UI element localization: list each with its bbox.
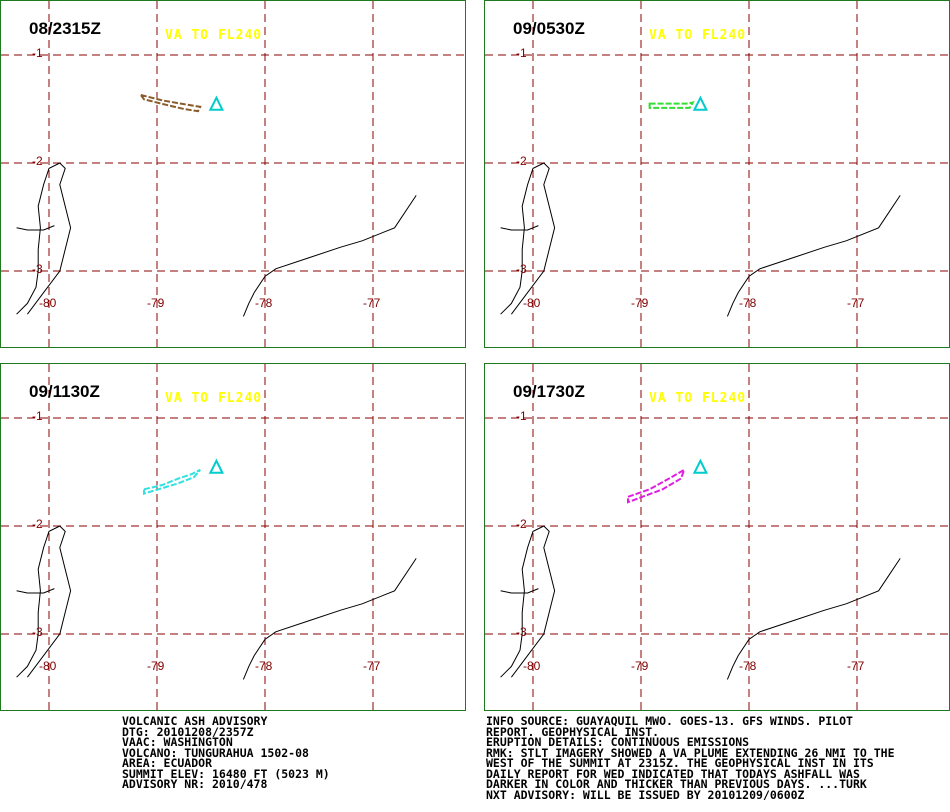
advisory-line: VAAC: WASHINGTON — [122, 735, 233, 749]
advisory-line: DTG: 20101208/2357Z — [122, 724, 254, 739]
border-line — [242, 195, 417, 317]
longitude-label: -78 — [255, 296, 273, 310]
advisory-line: NXT ADVISORY: WILL BE ISSUED BY 20101209… — [486, 787, 805, 802]
advisory-line: DARKER IN COLOR AND THICKER THAN PREVIOU… — [486, 777, 867, 791]
va-altitude-label: VA TO FL240 — [165, 391, 263, 406]
advisory-line: WEST OF THE SUMMIT AT 2315Z. THE GEOPHYS… — [486, 756, 874, 770]
latitude-label: -1 — [32, 46, 43, 60]
ash-plume — [143, 468, 201, 495]
border-line — [726, 195, 901, 317]
advisory-line: REPORT. GEOPHYSICAL INST. — [486, 724, 660, 739]
latitude-label: -1 — [516, 46, 527, 60]
latitude-label: -1 — [516, 409, 527, 423]
longitude-label: -78 — [739, 296, 757, 310]
advisory-line: DAILY REPORT FOR WED INDICATED THAT TODA… — [486, 766, 860, 781]
coastline — [500, 162, 556, 315]
panel-time-label: 08/2315Z — [29, 19, 101, 38]
border-line — [242, 558, 417, 680]
longitude-label: -80 — [523, 296, 541, 310]
latitude-label: -2 — [516, 517, 527, 531]
va-altitude-label: VA TO FL240 — [649, 391, 747, 406]
map-canvas — [1, 1, 467, 349]
map-canvas — [1, 364, 467, 712]
advisory-line: INFO SOURCE: GUAYAQUIL MWO. GOES-13. GFS… — [486, 714, 853, 728]
longitude-label: -79 — [631, 659, 649, 673]
longitude-label: -80 — [523, 659, 541, 673]
longitude-label: -79 — [147, 659, 165, 673]
advisory-line: ADVISORY NR: 2010/478 — [122, 777, 268, 791]
advisory-line: AREA: ECUADOR — [122, 756, 213, 770]
va-altitude-label: VA TO FL240 — [649, 28, 747, 43]
volcano-triangle-icon — [692, 95, 709, 111]
longitude-label: -80 — [39, 296, 57, 310]
map-panel-2: 09/0530Z VA TO FL240 -1 -2 -3 -80 -79 -78 -77 — [484, 0, 950, 349]
panel-time-label: 09/0530Z — [513, 19, 585, 38]
advisory-header-block: VOLCANIC ASH ADVISORY DTG: 20101208/2357… — [122, 716, 472, 790]
advisory-line: RMK: STLT IMAGERY SHOWED A VA PLUME EXTE… — [486, 745, 895, 760]
advisory-details-block: INFO SOURCE: GUAYAQUIL MWO. GOES-13. GFS… — [486, 716, 946, 800]
latitude-label: -3 — [516, 625, 527, 639]
volcano-triangle-icon — [208, 95, 225, 111]
river — [500, 225, 539, 231]
coastline — [16, 525, 72, 678]
map-canvas — [485, 364, 950, 712]
map-panel-3: 09/1130Z VA TO FL240 -1 -2 -3 -80 -79 -78 -77 — [0, 363, 467, 712]
latitude-label: -3 — [516, 262, 527, 276]
river — [16, 588, 55, 594]
border-line — [726, 558, 901, 680]
coastline — [16, 162, 72, 315]
latitude-label: -1 — [32, 409, 43, 423]
advisory-line: SUMMIT ELEV: 16480 FT (5023 M) — [122, 766, 330, 781]
longitude-label: -78 — [739, 659, 757, 673]
coastline — [500, 525, 556, 678]
advisory-line: VOLCANO: TUNGURAHUA 1502-08 — [122, 745, 309, 760]
advisory-line: VOLCANIC ASH ADVISORY — [122, 714, 268, 728]
volcano-triangle-icon — [692, 458, 709, 474]
panel-time-label: 09/1730Z — [513, 382, 585, 401]
map-panel-1: 08/2315Z VA TO FL240 -1 -2 -3 -80 -79 -78 -77 — [0, 0, 467, 349]
advisory-line: ERUPTION DETAILS: CONTINUOUS EMISSIONS — [486, 735, 750, 749]
latitude-label: -2 — [32, 154, 43, 168]
longitude-label: -77 — [847, 296, 865, 310]
latitude-label: -2 — [516, 154, 527, 168]
map-panel-4: 09/1730Z VA TO FL240 -1 -2 -3 -80 -79 -78 -77 — [484, 363, 950, 712]
latitude-label: -3 — [32, 625, 43, 639]
river — [16, 225, 55, 231]
latitude-label: -2 — [32, 517, 43, 531]
panel-time-label: 09/1130Z — [29, 382, 100, 401]
va-altitude-label: VA TO FL240 — [165, 28, 263, 43]
map-canvas — [485, 1, 950, 349]
longitude-label: -79 — [631, 296, 649, 310]
volcano-triangle-icon — [208, 458, 225, 474]
ash-plume — [627, 467, 687, 504]
longitude-label: -77 — [847, 659, 865, 673]
latitude-label: -3 — [32, 262, 43, 276]
ash-plume — [138, 93, 202, 113]
longitude-label: -77 — [363, 296, 381, 310]
longitude-label: -79 — [147, 296, 165, 310]
river — [500, 588, 539, 594]
longitude-label: -80 — [39, 659, 57, 673]
longitude-label: -78 — [255, 659, 273, 673]
ash-plume — [648, 101, 695, 109]
longitude-label: -77 — [363, 659, 381, 673]
